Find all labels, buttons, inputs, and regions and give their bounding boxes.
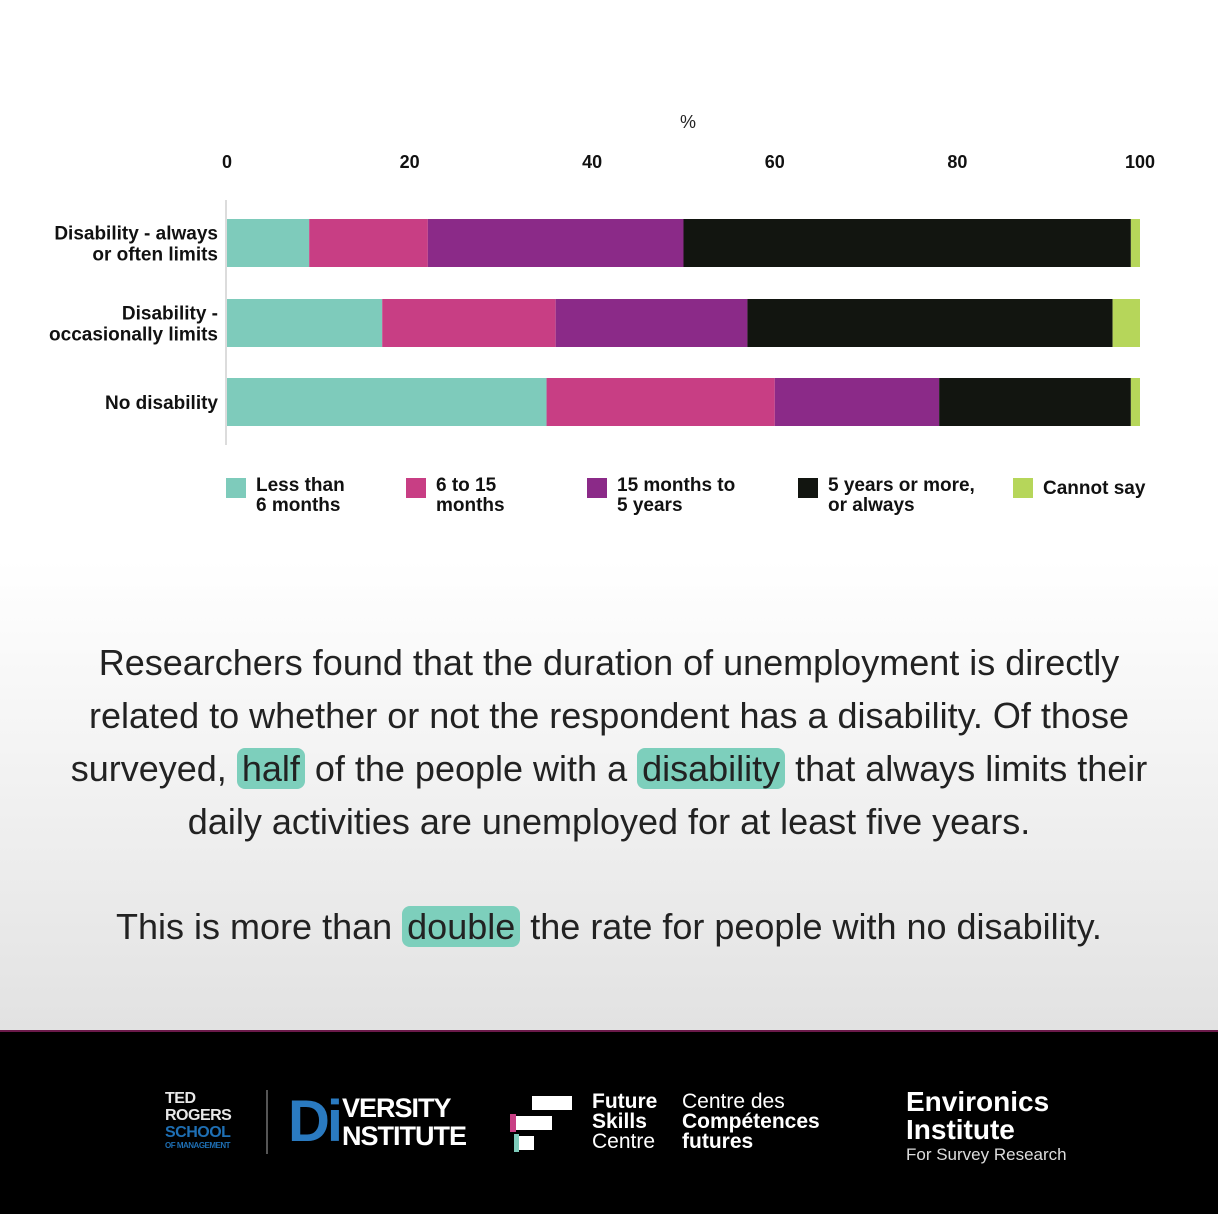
bar-segment bbox=[309, 219, 428, 267]
category-label: No disability bbox=[105, 393, 218, 414]
logo-text: VERSITY bbox=[342, 1093, 452, 1123]
logo-text: Centre bbox=[592, 1130, 656, 1153]
highlight-half: half bbox=[236, 748, 305, 789]
legend-label: Cannot say bbox=[1043, 478, 1146, 499]
bar-segment bbox=[555, 299, 748, 347]
logo-text: TED bbox=[165, 1090, 196, 1107]
legend-label: Less than bbox=[256, 475, 345, 496]
axis-unit-label: % bbox=[680, 112, 696, 132]
bar-segment bbox=[427, 219, 684, 267]
highlight-double: double bbox=[402, 906, 521, 947]
caption-text: Researchers found that the duration of u… bbox=[70, 642, 1129, 789]
bar-segment bbox=[546, 378, 775, 426]
caption-text: of the people with a bbox=[304, 748, 638, 789]
legend-label: 6 to 15 bbox=[436, 475, 497, 496]
category-label: or often limits bbox=[92, 245, 218, 266]
diversity-institute-logo: Di VERSITY NSTITUTE bbox=[288, 1089, 467, 1154]
legend-swatch bbox=[226, 478, 246, 498]
bar-segment bbox=[382, 299, 556, 347]
bar-segment bbox=[227, 378, 547, 426]
logo-text: Environics bbox=[906, 1086, 1050, 1117]
category-label: Disability - always bbox=[54, 224, 218, 245]
legend-label: 5 years bbox=[617, 495, 683, 516]
legend-label: months bbox=[436, 495, 505, 516]
x-tick-label: 60 bbox=[765, 152, 785, 172]
caption-paragraph-2: This is more than double the rate for pe… bbox=[40, 900, 1178, 953]
x-tick-label: 0 bbox=[222, 152, 232, 172]
caption-text: the rate for people with no disability. bbox=[520, 906, 1102, 947]
legend-swatch bbox=[1013, 478, 1033, 498]
footer-divider-line bbox=[0, 1030, 1218, 1032]
bar-segment bbox=[747, 299, 1113, 347]
bar-segment bbox=[227, 219, 310, 267]
caption-text: that always limits their daily activitie… bbox=[187, 748, 1148, 842]
x-tick-label: 100 bbox=[1125, 152, 1155, 172]
category-label: Disability - bbox=[122, 304, 218, 325]
logo-text: NSTITUTE bbox=[342, 1121, 467, 1151]
legend-swatch bbox=[798, 478, 818, 498]
legend-label: 6 months bbox=[256, 495, 340, 516]
legend-label: 5 years or more, bbox=[828, 475, 975, 496]
sponsor-footer: TED ROGERS SCHOOL OF MANAGEMENT Di VERSI… bbox=[0, 1030, 1218, 1214]
bar-segment bbox=[227, 299, 383, 347]
logo-text: For Survey Research bbox=[906, 1145, 1067, 1164]
logo-text: futures bbox=[682, 1130, 754, 1153]
caption-text: This is more than bbox=[116, 906, 403, 947]
logo-divider bbox=[266, 1090, 268, 1154]
logo-text: OF MANAGEMENT bbox=[165, 1141, 231, 1150]
logo-text: ROGERS bbox=[165, 1107, 232, 1124]
bar-segment bbox=[1130, 219, 1140, 267]
logo-text: Future bbox=[592, 1090, 658, 1113]
legend-label: or always bbox=[828, 495, 915, 516]
bar-segment bbox=[1130, 378, 1140, 426]
environics-institute-logo: Environics Institute For Survey Research bbox=[906, 1088, 1067, 1166]
bar-segment bbox=[939, 378, 1131, 426]
centre-competences-futures-logo: Centre des Compétences futures bbox=[682, 1090, 820, 1153]
logo-text: Institute bbox=[906, 1114, 1015, 1145]
bar-segment bbox=[683, 219, 1131, 267]
highlight-disability: disability bbox=[637, 748, 786, 789]
legend-swatch bbox=[587, 478, 607, 498]
bar-segment bbox=[774, 378, 940, 426]
di-mark: Di bbox=[288, 1089, 343, 1154]
x-tick-label: 80 bbox=[947, 152, 967, 172]
logo-text: Skills bbox=[592, 1110, 647, 1133]
future-skills-centre-logo: Future Skills Centre bbox=[592, 1090, 658, 1153]
ted-rogers-logo: TED ROGERS SCHOOL OF MANAGEMENT bbox=[165, 1090, 245, 1151]
future-skills-centre-mark-icon bbox=[510, 1096, 572, 1152]
legend-swatch bbox=[406, 478, 426, 498]
legend-label: 15 months to bbox=[617, 475, 735, 496]
x-tick-label: 40 bbox=[582, 152, 602, 172]
category-label: occasionally limits bbox=[49, 325, 218, 346]
x-tick-label: 20 bbox=[400, 152, 420, 172]
logo-text: Centre des bbox=[682, 1090, 785, 1113]
bar-segment bbox=[1112, 299, 1140, 347]
caption-paragraph-1: Researchers found that the duration of u… bbox=[40, 636, 1178, 848]
logo-text: SCHOOL bbox=[165, 1124, 231, 1141]
logo-text: Compétences bbox=[682, 1110, 820, 1133]
